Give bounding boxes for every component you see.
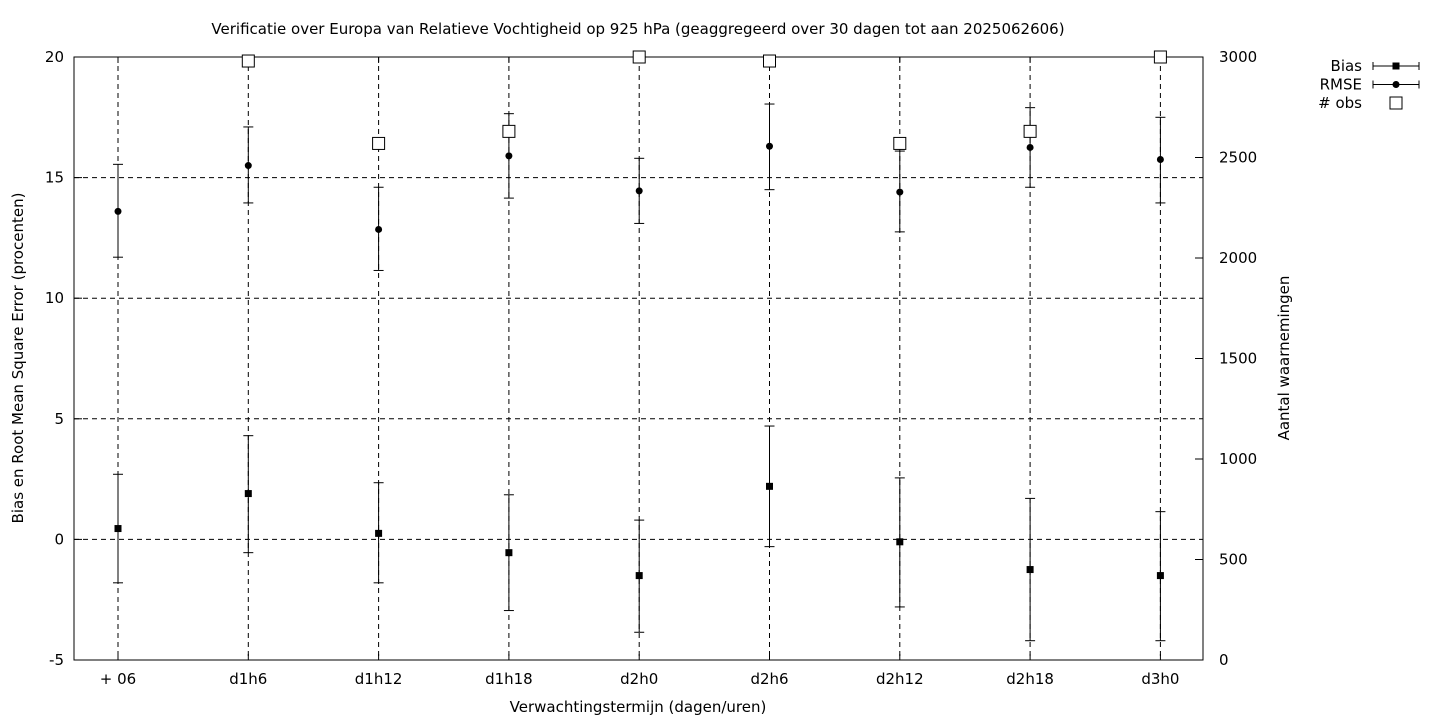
chart-title: Verificatie over Europa van Relatieve Vo… [211, 20, 1064, 38]
bias-point [766, 482, 773, 490]
y2-tick-label: 1000 [1219, 450, 1257, 468]
x-tick-label: d1h18 [485, 670, 533, 688]
x-tick-label: d1h12 [355, 670, 403, 688]
y-tick-label: 20 [45, 48, 64, 66]
x-tick-label: d2h6 [750, 670, 788, 688]
y2-tick-label: 2000 [1219, 249, 1257, 267]
y-tick-label: -5 [49, 651, 64, 669]
y-tick-label: 10 [45, 289, 64, 307]
obs-point [893, 136, 907, 150]
y2-axis-label: Aantal waarnemingen [1275, 276, 1293, 441]
legend-label: Bias [1331, 57, 1363, 75]
y2-tick-label: 3000 [1219, 48, 1257, 66]
x-tick-label: d2h18 [1006, 670, 1054, 688]
rmse-point [766, 142, 773, 150]
y2-tick-label: 500 [1219, 551, 1248, 569]
y2-tick-label: 0 [1219, 651, 1229, 669]
bias-point [505, 549, 513, 557]
rmse-point [505, 152, 513, 160]
x-tick-label: d2h12 [876, 670, 924, 688]
bias-point [244, 490, 252, 498]
obs-point [372, 136, 386, 150]
y-tick-label: 15 [45, 169, 64, 187]
y2-tick-label: 1500 [1219, 350, 1257, 368]
legend-bias-marker [1392, 62, 1400, 70]
rmse-point [244, 162, 252, 170]
points [114, 50, 1167, 580]
rmse-point [114, 207, 122, 215]
x-tick-label: d3h0 [1141, 670, 1179, 688]
bias-point [896, 538, 904, 546]
bias-point [1026, 566, 1034, 574]
obs-point [632, 50, 646, 64]
x-axis-label: Verwachtingstermijn (dagen/uren) [510, 698, 767, 716]
y-axis-label: Bias en Root Mean Square Error (procente… [9, 193, 27, 524]
obs-point [763, 54, 776, 68]
obs-point [502, 124, 516, 138]
bias-point [1156, 572, 1164, 580]
ticks: + 06 d1h6 d1h12 d1h18 d2h0 d2h6 d2h12 d2h18 d3h0… [45, 48, 1257, 688]
legend-obs-marker [1389, 96, 1403, 110]
legend-label: RMSE [1320, 76, 1362, 94]
x-tick-label: d2h0 [620, 670, 658, 688]
bias-point [114, 525, 122, 533]
rmse-point [1156, 156, 1164, 164]
y2-tick-label: 2500 [1219, 149, 1257, 167]
rmse-point [1026, 143, 1034, 151]
obs-point [1153, 50, 1167, 64]
y-tick-label: 5 [54, 410, 64, 428]
x-tick-label: d1h6 [229, 670, 267, 688]
grid [74, 57, 1203, 660]
bias-point [375, 529, 383, 537]
rmse-point [375, 225, 383, 233]
obs-point [241, 54, 255, 68]
legend-rmse-marker [1392, 81, 1400, 88]
obs-point [1023, 124, 1037, 138]
plot-frame [73, 56, 1204, 661]
legend-label: # obs [1318, 94, 1362, 112]
x-tick-label: + 06 [100, 670, 136, 688]
bias-point [635, 572, 643, 580]
rmse-point [635, 187, 643, 195]
y-tick-label: 0 [54, 530, 64, 548]
rmse-point [896, 188, 904, 196]
